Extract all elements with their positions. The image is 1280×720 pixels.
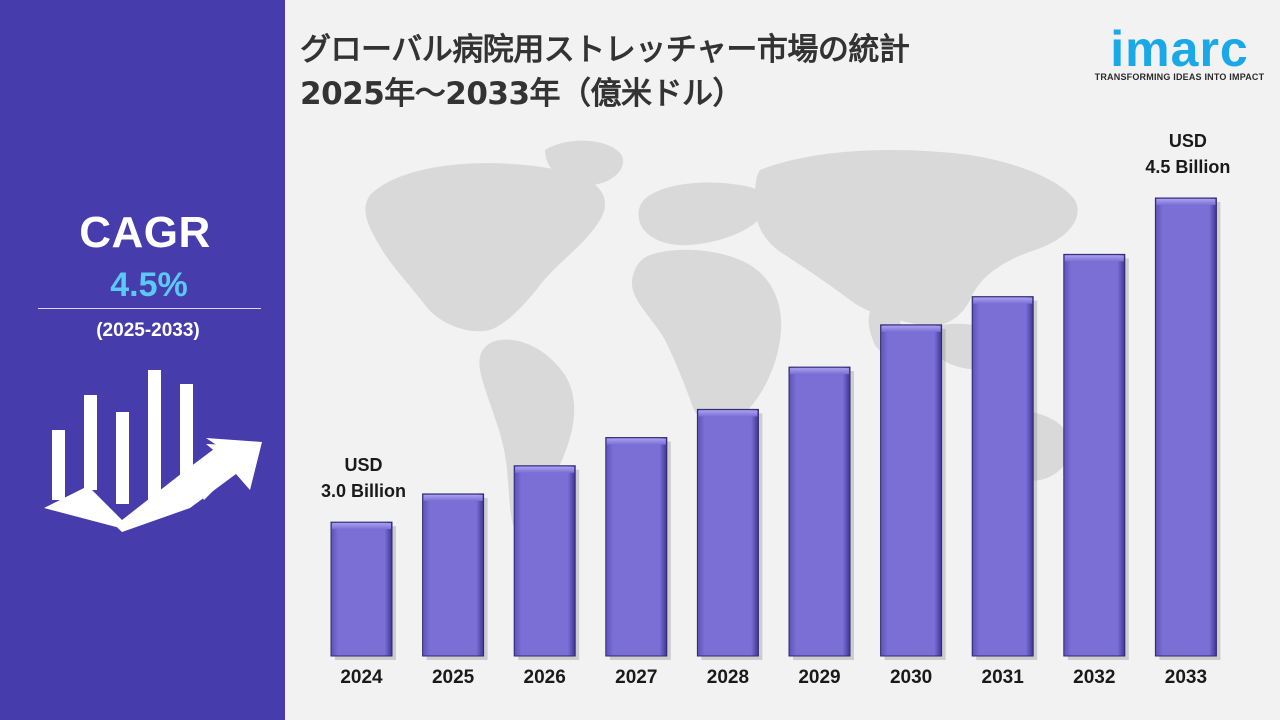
- bar-cap-2030: [881, 325, 941, 332]
- bar-cap-2024: [332, 523, 391, 530]
- x-tick-label: 2029: [798, 667, 840, 688]
- logo-tagline: TRANSFORMING IDEAS INTO IMPACT: [1094, 72, 1265, 82]
- cagr-label: CAGR: [79, 208, 211, 257]
- bar-2025: [422, 493, 485, 657]
- x-tick-label: 2025: [432, 667, 475, 688]
- cagr-panel: CAGR 4.5% (2025-2033): [0, 0, 285, 720]
- x-tick-label: 2024: [340, 667, 383, 688]
- chart-title-line1: グローバル病院用ストレッチャー市場の統計: [300, 32, 910, 68]
- imarc-logo: imarc TRANSFORMING IDEAS INTO IMPACT: [1092, 18, 1267, 88]
- bar-2031: [971, 296, 1034, 657]
- logo-wordmark: imarc: [1110, 21, 1249, 77]
- bar-cap-2028: [698, 410, 758, 417]
- bar-cap-2032: [1064, 255, 1124, 262]
- bar-2030: [880, 324, 943, 657]
- bar-cap-2027: [606, 438, 666, 445]
- bar-cap-2025: [423, 494, 483, 501]
- bar-2029: [788, 366, 851, 657]
- bar-2024: [330, 521, 393, 657]
- x-tick-label: 2026: [524, 667, 566, 688]
- annotation-currency: USD: [1169, 131, 1207, 151]
- world-map-background: [365, 140, 1078, 530]
- cagr-value: 4.5%: [110, 266, 188, 304]
- bar-2028: [696, 408, 759, 657]
- x-tick-label: 2033: [1165, 667, 1207, 688]
- x-tick-label: 2027: [615, 667, 657, 688]
- cagr-period: (2025-2033): [96, 320, 200, 341]
- bar-cap-2033: [1156, 199, 1216, 205]
- bar-cap-2031: [973, 297, 1033, 304]
- annotation-value: 3.0 Billion: [321, 481, 406, 501]
- cagr-divider: [38, 308, 261, 309]
- bar-2033: [1154, 197, 1217, 657]
- x-tick-label: 2032: [1073, 667, 1115, 688]
- bar-2027: [605, 437, 668, 657]
- chart-title-line2: 2025年～2033年（億米ドル）: [300, 76, 744, 112]
- x-tick-label: 2030: [890, 667, 932, 688]
- x-tick-label: 2028: [707, 667, 749, 688]
- bar-cap-2026: [515, 466, 575, 473]
- x-tick-label: 2031: [982, 667, 1025, 688]
- bar-cap-2029: [790, 368, 849, 375]
- bar-2032: [1063, 253, 1126, 657]
- growth-chart-icon: [44, 370, 262, 532]
- bar-2026: [513, 465, 576, 657]
- chart-title: グローバル病院用ストレッチャー市場の統計 2025年～2033年（億米ドル）: [300, 28, 910, 116]
- annotation-currency: USD: [344, 455, 382, 475]
- annotation-value: 4.5 Billion: [1145, 157, 1230, 177]
